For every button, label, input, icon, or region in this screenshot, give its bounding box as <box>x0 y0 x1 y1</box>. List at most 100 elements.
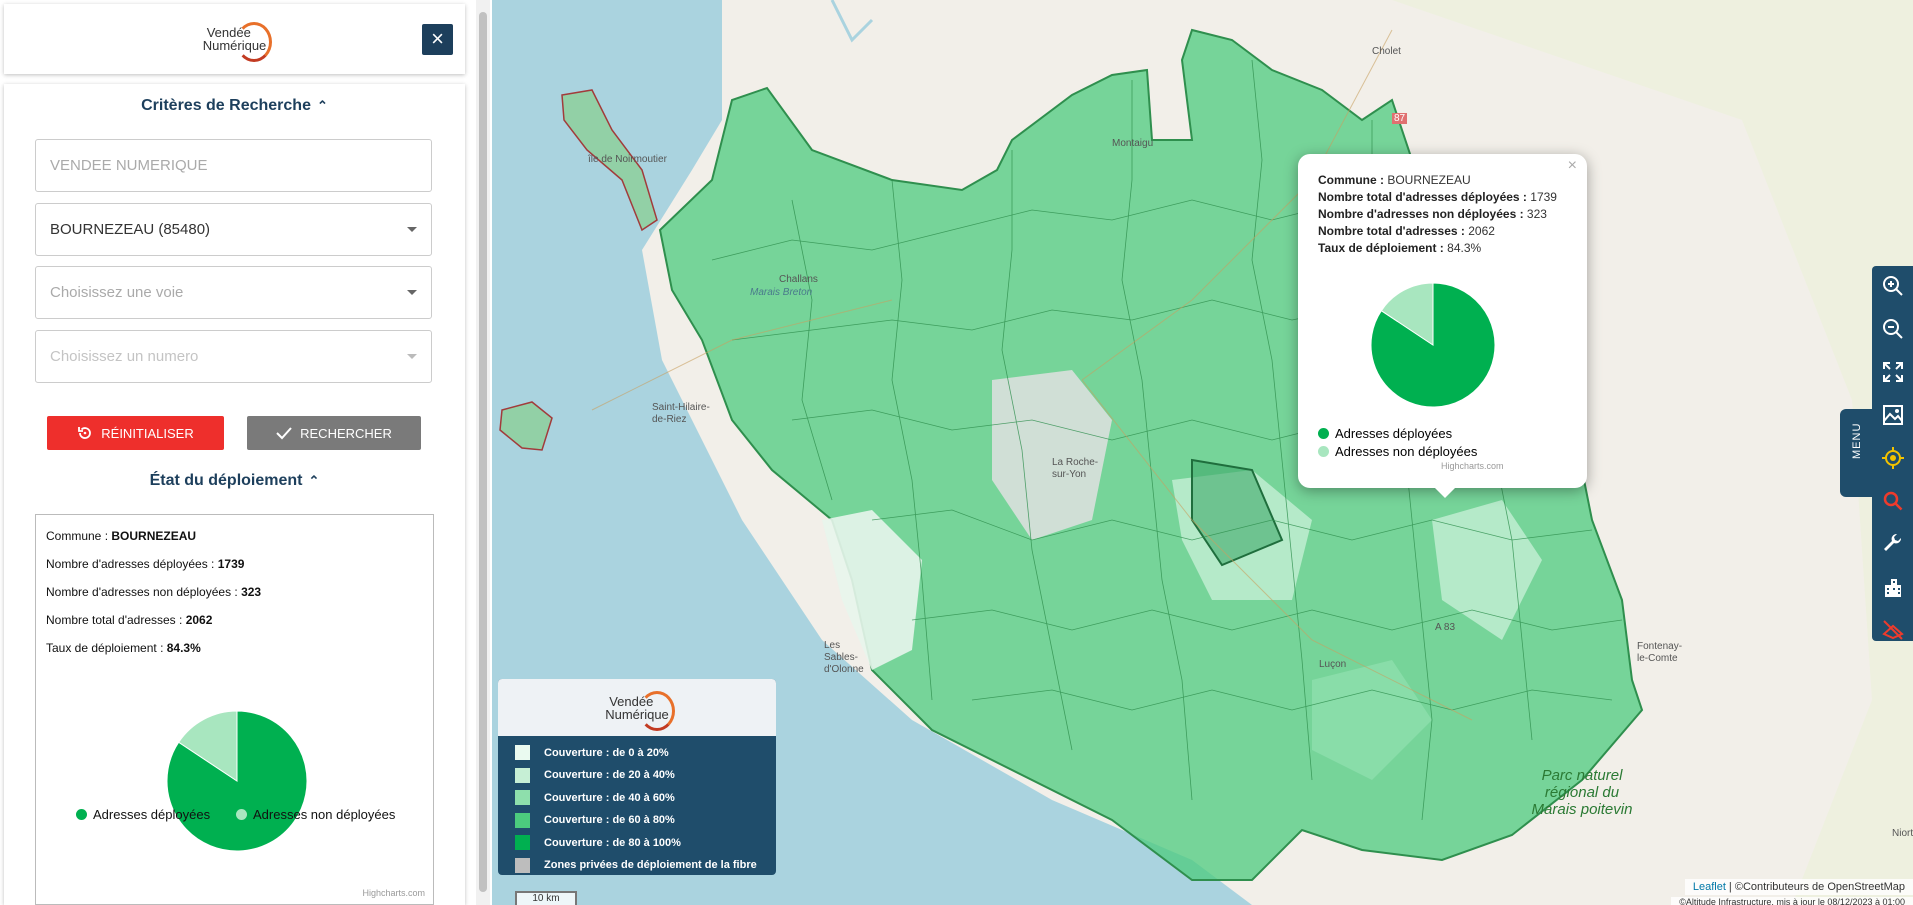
legend-swatch <box>515 745 530 760</box>
legend-deployed[interactable]: Adresses déployées <box>76 807 210 822</box>
popup-not-deployed-line: Nombre d'adresses non déployées : 323 <box>1318 207 1547 221</box>
map-label-lucon: Luçon <box>1319 659 1347 670</box>
commune-popup: × Commune : BOURNEZEAU Nombre total d'ad… <box>1298 154 1587 498</box>
map-label-sables: Les Sables-d'Olonne <box>824 640 864 675</box>
hide-layer-icon[interactable] <box>1881 618 1905 642</box>
legend-item-label: Couverture : de 80 à 100% <box>544 836 681 849</box>
deployed-dot-icon <box>1318 428 1329 439</box>
not-deployed-dot-icon <box>236 809 247 820</box>
search-button[interactable]: RECHERCHER <box>247 416 421 450</box>
sidebar-pie-chart <box>166 710 308 852</box>
tools-icon[interactable] <box>1881 532 1905 556</box>
popup-commune: BOURNEZEAU <box>1387 173 1471 187</box>
commune-line: Commune : BOURNEZEAU <box>46 529 197 543</box>
highcharts-credit[interactable]: Highcharts.com <box>362 888 425 898</box>
numero-select[interactable]: Choisissez un numero <box>35 330 432 383</box>
legend-swatch <box>515 790 530 805</box>
vendee-numerique-logo: Vendée Numérique <box>203 22 273 62</box>
map-label-a83: A 83 <box>1435 622 1456 633</box>
reset-icon <box>78 427 92 439</box>
popup-commune-line: Commune : BOURNEZEAU <box>1318 173 1471 187</box>
deployed-dot-icon <box>76 809 87 820</box>
locate-icon[interactable] <box>1881 446 1905 470</box>
legend-item: Couverture : de 0 à 20% <box>515 745 669 760</box>
search-criteria-title[interactable]: Critères de Recherche ⌃ <box>4 97 465 115</box>
operator-placeholder: VENDEE NUMERIQUE <box>50 157 208 174</box>
map-basemap <box>492 0 1913 905</box>
close-sidebar-button[interactable]: × <box>422 24 453 55</box>
rate-line: Taux de déploiement : 84.3% <box>46 641 201 655</box>
logo-ring-icon <box>638 690 675 731</box>
legend-swatch <box>515 812 530 828</box>
commune-name: BOURNEZEAU <box>111 529 197 543</box>
sidebar: Vendée Numérique × Critères de Recherche… <box>0 0 470 905</box>
map-label-fontenay: Fontenay-le-Comte <box>1637 641 1683 664</box>
map-toolbar <box>1872 266 1913 641</box>
total-line: Nombre total d'adresses : 2062 <box>46 613 213 627</box>
popup-deployed-line: Nombre total d'adresses déployées : 1739 <box>1318 190 1557 204</box>
numero-placeholder: Choisissez un numero <box>50 348 199 365</box>
legend-swatch <box>515 767 530 783</box>
operator-field[interactable]: VENDEE NUMERIQUE <box>35 139 432 192</box>
legend-item-label: Zones privées de déploiement de la fibre <box>544 859 757 871</box>
deployment-state-title-text: État du déploiement <box>149 472 303 489</box>
legend-item: Couverture : de 60 à 80% <box>515 812 675 828</box>
legend-not-deployed[interactable]: Adresses non déployées <box>236 807 395 822</box>
fullscreen-icon[interactable] <box>1881 360 1905 384</box>
deployment-state-title[interactable]: État du déploiement ⌃ <box>4 472 465 490</box>
not-deployed-dot-icon <box>1318 446 1329 457</box>
scrollbar-thumb[interactable] <box>479 12 487 892</box>
popup-total: 2062 <box>1468 224 1495 238</box>
deployed-line: Nombre d'adresses déployées : 1739 <box>46 557 245 571</box>
voie-select[interactable]: Choisissez une voie <box>35 266 432 319</box>
map-scale: 10 km <box>515 891 577 905</box>
pie-slice-not-deployed[interactable] <box>178 710 238 782</box>
map-label-niort: Niort <box>1892 828 1913 839</box>
buildings-icon[interactable] <box>1881 575 1905 599</box>
map-label-noirmoutier: île de Noirmoutier <box>588 154 667 165</box>
popup-not-deployed: 323 <box>1526 207 1547 221</box>
menu-label: MENU <box>1851 422 1863 459</box>
search-icon[interactable] <box>1881 489 1905 513</box>
sidebar-header: Vendée Numérique × <box>4 4 465 74</box>
map-attribution-2: ©Altitude Infrastructure, mis à jour le … <box>1671 897 1913 905</box>
popup-pie-chart <box>1370 282 1496 408</box>
popup-legend-not-deployed[interactable]: Adresses non déployées <box>1318 444 1477 459</box>
logo-ring-icon <box>236 22 273 62</box>
deployment-state-box: Commune : BOURNEZEAU Nombre d'adresses d… <box>35 514 434 905</box>
legend-item: Couverture : de 80 à 100% <box>515 835 681 850</box>
not-deployed-count: 323 <box>241 585 262 599</box>
legend-item-label: Couverture : de 40 à 60% <box>544 791 675 804</box>
chevron-up-icon: ⌃ <box>316 98 328 113</box>
legend-item: Couverture : de 40 à 60% <box>515 790 675 805</box>
map-label-challans: Challans <box>779 274 818 285</box>
dropdown-arrow-icon <box>407 354 417 359</box>
leaflet-link[interactable]: Leaflet <box>1692 881 1726 893</box>
basemap-icon[interactable] <box>1881 403 1905 427</box>
legend-logo: Vendée Numérique <box>605 690 675 731</box>
popup-legend-deployed[interactable]: Adresses déployées <box>1318 426 1452 441</box>
popup-close-icon[interactable]: × <box>1567 157 1577 174</box>
zoom-in-icon[interactable] <box>1881 274 1905 298</box>
popup-deployed: 1739 <box>1530 190 1557 204</box>
legend-item-label: Couverture : de 20 à 40% <box>544 769 675 781</box>
legend-swatch <box>515 835 530 850</box>
popup-rate: 84.3% <box>1447 241 1482 255</box>
commune-select[interactable]: BOURNEZEAU (85480) <box>35 203 432 256</box>
menu-tab[interactable]: MENU <box>1840 409 1876 497</box>
chevron-up-icon: ⌃ <box>308 473 320 488</box>
legend-swatch <box>515 857 530 873</box>
dropdown-arrow-icon <box>407 290 417 295</box>
map-label-road-87: 87 <box>1392 113 1408 124</box>
zoom-out-icon[interactable] <box>1881 317 1905 341</box>
legend-item: Couverture : de 20 à 40% <box>515 767 675 783</box>
popup-rate-line: Taux de déploiement : 84.3% <box>1318 241 1482 255</box>
reset-button[interactable]: RÉINITIALISER <box>47 416 224 450</box>
pie-slice-not-deployed[interactable] <box>1380 282 1434 346</box>
map-view[interactable]: Cholet Montaigu Challans Saint-Hilaire-d… <box>492 0 1913 905</box>
deployed-count: 1739 <box>217 557 245 571</box>
popup-highcharts-credit[interactable]: Highcharts.com <box>1441 461 1504 471</box>
voie-placeholder: Choisissez une voie <box>50 284 184 301</box>
sidebar-scrollbar[interactable] <box>476 0 490 905</box>
